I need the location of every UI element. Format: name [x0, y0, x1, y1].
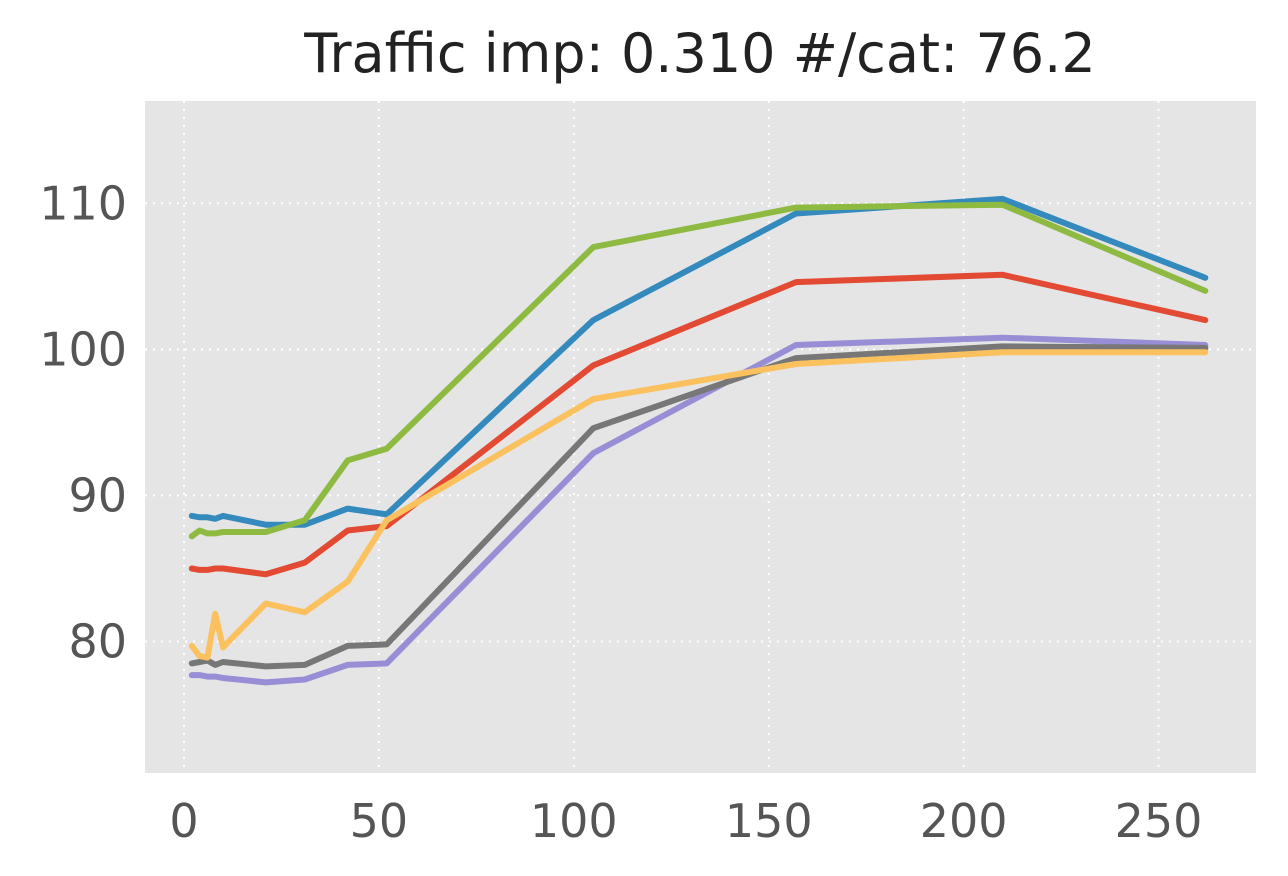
x-tick-label: 100: [530, 794, 618, 848]
chart-title: Traffic imp: 0.310 #/cat: 76.2: [304, 22, 1096, 85]
series-line-4: [188, 334, 1209, 686]
plot-background: [145, 101, 1256, 773]
x-axis-ticks: 0 50 100 150 200 250: [169, 794, 1202, 848]
y-tick-label: 100: [39, 322, 127, 376]
y-tick-label: 80: [68, 615, 127, 669]
series-layer: [188, 195, 1209, 686]
series-line-2: [188, 201, 1209, 540]
x-tick-label: 250: [1115, 794, 1203, 848]
x-tick-label: 0: [169, 794, 198, 848]
x-tick-label: 150: [725, 794, 813, 848]
series-line-6: [188, 349, 1209, 661]
y-axis-ticks: 80 90 100 110: [39, 176, 127, 668]
x-tick-label: 50: [350, 794, 409, 848]
series-line-3: [188, 271, 1209, 578]
series-line-1: [188, 195, 1209, 528]
y-tick-label: 90: [68, 468, 127, 522]
x-tick-label: 200: [920, 794, 1008, 848]
y-tick-label: 110: [39, 176, 127, 230]
